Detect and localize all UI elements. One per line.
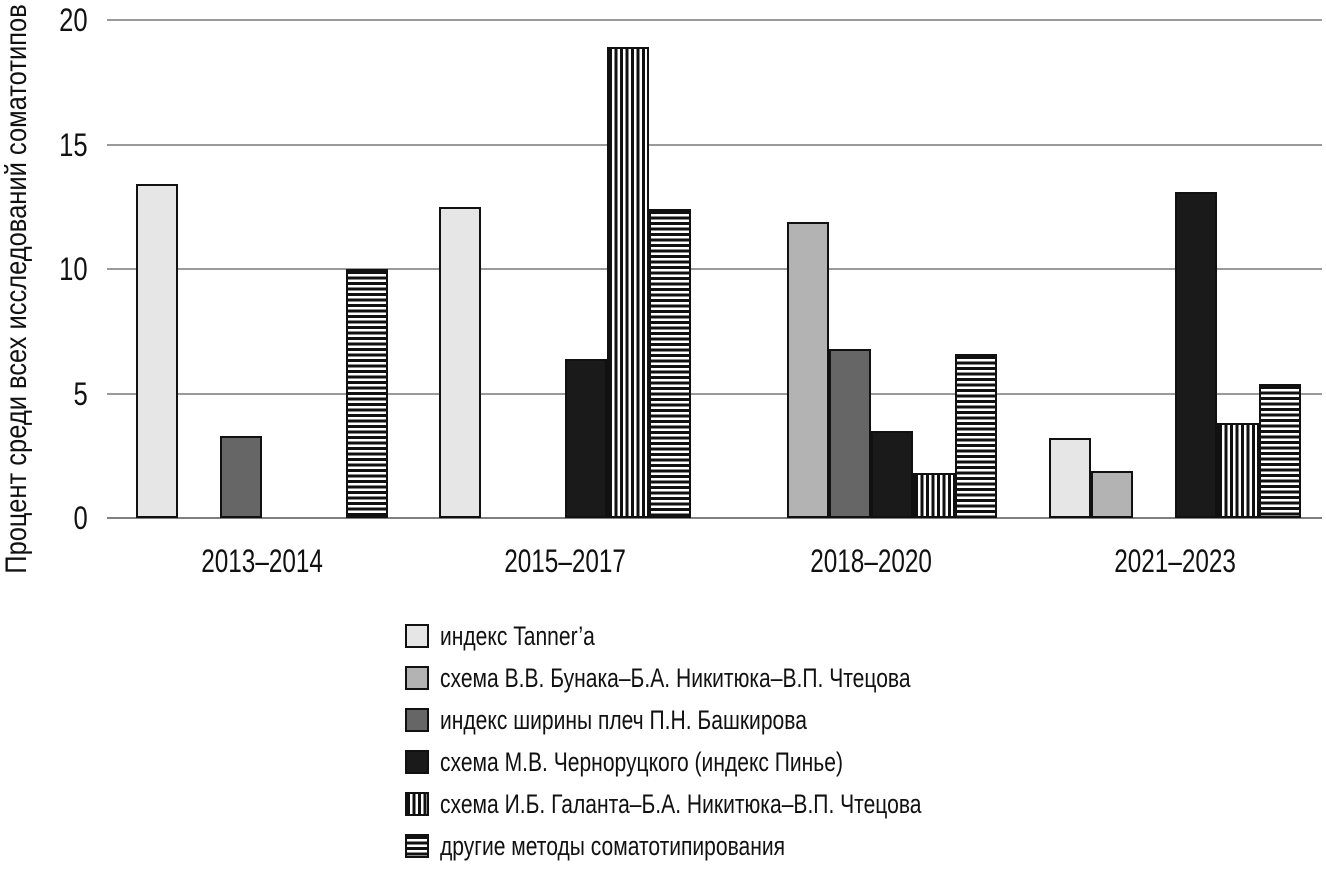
gridline bbox=[107, 19, 1322, 21]
legend-label: схема И.Б. Галанта–Б.А. Никитюка–В.П. Чт… bbox=[440, 788, 922, 819]
bar-series-5-group-3 bbox=[913, 473, 955, 518]
gridline bbox=[107, 268, 1322, 270]
y-tick-label: 15 bbox=[0, 129, 88, 161]
bar-series-4-group-4 bbox=[1175, 191, 1217, 518]
legend-item-4: схема М.В. Черноруцкого (индекс Пинье) bbox=[405, 746, 1057, 777]
legend-label: индекс Tanner’a bbox=[440, 620, 595, 651]
x-category-text: 2015–2017 bbox=[504, 543, 626, 579]
legend-label: схема В.В. Бунака–Б.А. Никитюка–В.П. Чте… bbox=[440, 662, 911, 693]
legend-item-2: схема В.В. Бунака–Б.А. Никитюка–В.П. Чте… bbox=[405, 662, 1057, 693]
legend-swatch bbox=[405, 750, 429, 774]
bar-series-3-group-1 bbox=[220, 435, 262, 518]
bar-series-1-group-1 bbox=[136, 184, 178, 518]
legend-item-6: другие методы соматотипирования bbox=[405, 830, 1057, 861]
y-tick-text: 20 bbox=[59, 2, 88, 38]
bar-series-5-group-2 bbox=[607, 47, 649, 518]
x-category-text: 2013–2014 bbox=[201, 543, 323, 579]
legend-swatch bbox=[405, 792, 429, 816]
legend-swatch bbox=[405, 624, 429, 648]
x-category-text: 2021–2023 bbox=[1114, 543, 1236, 579]
bar-series-2-group-4 bbox=[1091, 470, 1133, 518]
y-tick-label: 10 bbox=[0, 253, 88, 285]
y-tick-text: 10 bbox=[59, 251, 88, 287]
x-axis-baseline bbox=[107, 517, 1322, 519]
legend-swatch bbox=[405, 708, 429, 732]
x-category-text: 2018–2020 bbox=[810, 543, 932, 579]
bar-series-6-group-4 bbox=[1259, 383, 1301, 518]
bar-series-6-group-2 bbox=[649, 209, 691, 518]
legend-label: схема М.В. Черноруцкого (индекс Пинье) bbox=[440, 746, 844, 777]
bar-series-1-group-4 bbox=[1049, 438, 1091, 518]
y-tick-label: 20 bbox=[0, 4, 88, 36]
bar-series-6-group-1 bbox=[346, 269, 388, 518]
y-tick-text: 5 bbox=[73, 375, 88, 412]
legend-swatch bbox=[405, 666, 429, 690]
gridline bbox=[107, 143, 1322, 146]
bar-series-2-group-3 bbox=[787, 221, 829, 518]
x-category-label: 2021–2023 bbox=[1055, 545, 1295, 577]
bar-series-4-group-3 bbox=[871, 430, 913, 518]
y-tick-label: 0 bbox=[0, 502, 88, 534]
bar-series-4-group-2 bbox=[565, 358, 607, 518]
y-tick-label: 5 bbox=[0, 378, 88, 410]
x-category-label: 2018–2020 bbox=[751, 545, 991, 577]
legend-label: индекс ширины плеч П.Н. Башкирова bbox=[440, 704, 807, 735]
y-axis-title: Процент среди всех исследований соматоти… bbox=[0, 4, 33, 574]
bar-series-5-group-4 bbox=[1217, 423, 1259, 518]
legend: индекс Tanner’a схема В.В. Бунака–Б.А. Ни… bbox=[405, 620, 1057, 871]
bar-series-6-group-3 bbox=[955, 353, 997, 518]
legend-item-3: индекс ширины плеч П.Н. Башкирова bbox=[405, 704, 1057, 735]
legend-item-5: схема И.Б. Галанта–Б.А. Никитюка–В.П. Чт… bbox=[405, 788, 1057, 819]
legend-swatch bbox=[405, 834, 429, 858]
y-tick-text: 15 bbox=[59, 126, 88, 163]
x-category-label: 2013–2014 bbox=[142, 545, 382, 577]
bar-series-1-group-2 bbox=[439, 206, 481, 518]
y-tick-text: 0 bbox=[73, 500, 88, 536]
legend-label: другие методы соматотипирования bbox=[440, 830, 786, 861]
bar-series-3-group-3 bbox=[829, 348, 871, 518]
x-category-label: 2015–2017 bbox=[445, 545, 685, 577]
legend-item-1: индекс Tanner’a bbox=[405, 620, 1057, 651]
gridline bbox=[107, 392, 1322, 395]
